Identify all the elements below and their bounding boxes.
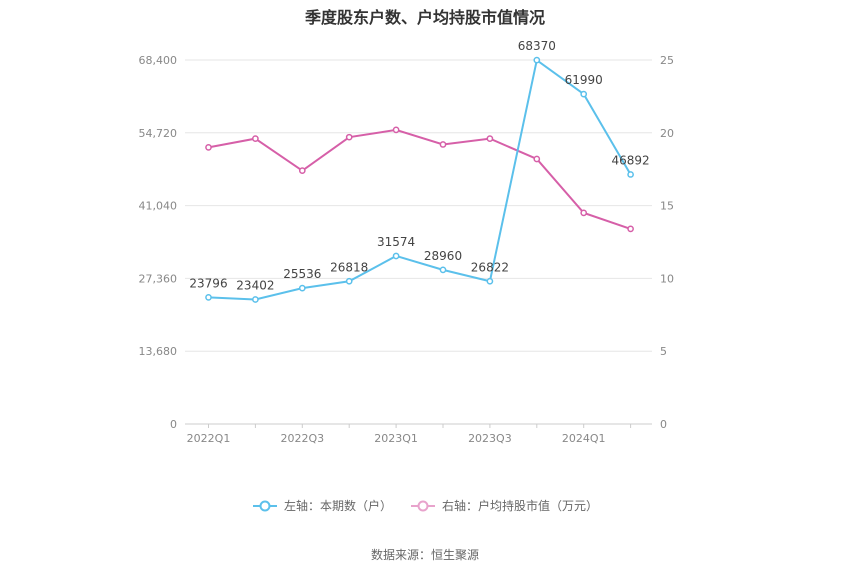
y-left-tick-label: 13,680	[139, 345, 178, 358]
y-right-tick-label: 15	[660, 200, 674, 213]
series-point-right	[252, 135, 259, 142]
x-tick-label: 2023Q3	[468, 432, 512, 445]
data-label-left: 46892	[612, 153, 650, 167]
data-label-left: 61990	[565, 73, 603, 87]
x-tick-label: 2022Q3	[280, 432, 324, 445]
data-label-left: 26822	[471, 260, 509, 274]
series-point-right	[205, 144, 212, 151]
y-left-tick-label: 0	[170, 418, 177, 431]
legend-item-right[interactable]: 右轴：户均持股市值（万元）	[410, 497, 598, 514]
series-point-left	[392, 252, 400, 260]
y-right-tick-label: 20	[660, 127, 674, 140]
legend-right-label: 右轴：户均持股市值（万元）	[442, 499, 599, 513]
y-right-tick-label: 10	[660, 272, 674, 285]
series-point-right	[486, 135, 494, 142]
series-point-right	[345, 133, 353, 141]
series-point-right	[392, 126, 400, 134]
series-point-left	[298, 284, 306, 292]
x-tick-label: 2024Q1	[562, 432, 606, 445]
series-point-right	[627, 225, 634, 233]
data-label-left: 25536	[283, 267, 321, 281]
legend: 左轴：本期数（户） 右轴：户均持股市值（万元）	[0, 497, 850, 514]
x-tick-label: 2023Q1	[374, 432, 418, 445]
y-left-tick-label: 68,400	[139, 54, 178, 67]
y-left-tick-label: 41,040	[139, 200, 178, 213]
series-point-right	[580, 209, 588, 217]
legend-item-left[interactable]: 左轴：本期数（户）	[252, 497, 392, 514]
data-label-left: 26818	[330, 260, 368, 274]
chart-title: 季度股东户数、户均持股市值情况	[304, 8, 545, 27]
series-point-left	[345, 277, 353, 285]
series-point-left	[627, 171, 634, 178]
x-tick-label: 2022Q1	[187, 432, 231, 445]
series-point-left	[252, 296, 259, 303]
legend-left-label: 左轴：本期数（户）	[283, 499, 392, 513]
series-point-right	[439, 141, 447, 148]
series-point-left	[205, 294, 212, 301]
data-label-left: 23796	[189, 276, 227, 290]
series-line-left	[208, 58, 632, 301]
series-point-right	[533, 155, 541, 163]
data-label-left: 68370	[518, 39, 556, 53]
y-right-tick-label: 25	[660, 54, 674, 67]
data-label-left: 28960	[424, 249, 462, 263]
legend-left-marker	[252, 500, 277, 511]
y-right-tick-label: 5	[660, 345, 667, 358]
series-point-left	[580, 90, 588, 98]
series-point-left	[533, 56, 541, 64]
legend-right-marker	[411, 500, 435, 511]
y-right-tick-label: 0	[660, 418, 667, 431]
y-left-tick-label: 54,720	[139, 127, 178, 140]
source-note: 数据来源：恒生聚源	[370, 548, 479, 562]
data-label-left: 31574	[377, 235, 415, 249]
series-point-left	[439, 266, 447, 274]
data-label-left: 23402	[236, 278, 274, 292]
y-left-tick-label: 27,360	[139, 272, 178, 285]
series-line-right	[208, 128, 631, 230]
series-point-right	[298, 167, 306, 175]
series-point-left	[486, 277, 494, 285]
